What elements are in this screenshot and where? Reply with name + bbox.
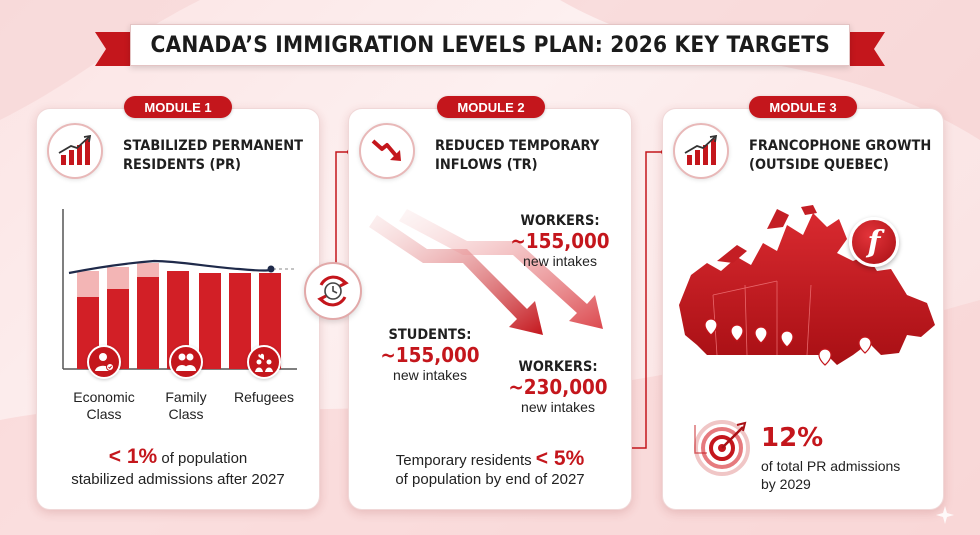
trend-end-point [267,265,275,273]
category-family-label: Family Class [165,389,207,422]
family-icon [169,345,203,379]
tr-students: STUDENTS: ~155,000 new intakes [380,327,480,383]
module-1-stat-line-1: < 1% of population [108,445,248,468]
target-icon [694,420,750,476]
module-1-card: STABILIZED PERMANENT RESIDENTS (PR) Econ… [36,108,320,510]
canada-map [679,205,935,366]
module-2-pill: MODULE 2 [437,96,545,118]
module-1-pill: MODULE 1 [124,96,232,118]
trend-line [68,259,273,275]
bar-5 [199,273,221,369]
module-1-heading: STABILIZED PERMANENT RESIDENTS (PR) [123,137,305,175]
module-1-stat-line-2: stabilized admissions after 2027 [71,471,285,488]
category-economic-label: Economic Class [73,389,135,422]
heading-line-1: REDUCED TEMPORARY [435,138,600,154]
sparkle-icon [936,506,954,524]
module-2-stat-value: < 5% [535,447,585,470]
heading-line-1: FRANCOPHONE GROWTH [749,138,932,154]
francophone-percentage: 12% [761,423,824,453]
francophone-badge: f [849,217,899,267]
heading-line-2: INFLOWS (TR) [435,157,538,173]
module-2-card: REDUCED TEMPORARY INFLOWS (TR) WORKERS: … [348,108,632,510]
module-2-stat-line-1: Temporary residents < 5% [395,447,585,470]
declining-arrows-graphic [369,209,603,335]
module-3-pill: MODULE 3 [749,96,857,118]
bar-6 [229,273,251,369]
bar-4 [167,271,189,369]
heading-line-1: STABILIZED PERMANENT [123,138,303,154]
module-3-card: FRANCOPHONE GROWTH (OUTSIDE QUEBEC) f [662,108,944,510]
tr-workers-top: WORKERS: ~155,000 new intakes [510,213,610,269]
bar-chart-growth-icon [673,123,729,179]
clock-cycle-icon [304,262,362,320]
heading-line-2: RESIDENTS (PR) [123,157,242,173]
location-pins [704,318,872,366]
title-plate: CANADA’S IMMIGRATION LEVELS PLAN: 2026 K… [130,24,850,66]
page-title: CANADA’S IMMIGRATION LEVELS PLAN: 2026 K… [150,32,830,58]
bar-3 [137,263,159,369]
title-banner: CANADA’S IMMIGRATION LEVELS PLAN: 2026 K… [95,20,885,72]
francophone-percentage-description: of total PR admissions by 2029 [761,458,901,492]
heading-line-2: (OUTSIDE QUEBEC) [749,157,889,173]
module-1-stat-value: < 1% [108,445,158,468]
refugees-icon [247,345,281,379]
trending-down-icon [359,123,415,179]
category-refugees-label: Refugees [234,389,294,405]
economic-person-icon [87,345,121,379]
module-2-heading: REDUCED TEMPORARY INFLOWS (TR) [435,137,617,175]
bar-chart-growth-icon [47,123,103,179]
module-3-heading: FRANCOPHONE GROWTH (OUTSIDE QUEBEC) [749,137,931,175]
module-2-stat-line-2: of population by end of 2027 [395,471,585,488]
tr-workers-bottom: WORKERS: ~230,000 new intakes [508,359,608,415]
